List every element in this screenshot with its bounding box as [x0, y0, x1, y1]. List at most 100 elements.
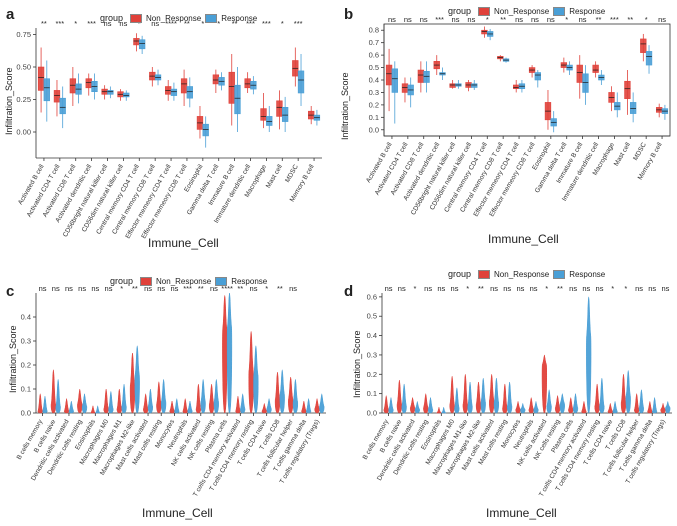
violin-shape [187, 400, 193, 414]
box-body [43, 78, 50, 102]
violin-shape [515, 401, 521, 414]
significance-label: ns [170, 284, 178, 293]
y-axis-label-c: Infiltration_Score [8, 325, 18, 393]
legend-title: group [448, 6, 472, 16]
legend-non-response: Non_Response [156, 276, 212, 286]
legend-non-response: Non_Response [146, 13, 202, 23]
violin-shape [383, 395, 389, 414]
violin-shape [612, 401, 618, 414]
significance-label: ns [467, 15, 475, 24]
violin-shape [520, 403, 526, 414]
violin-shape [638, 389, 645, 414]
box-body [645, 51, 653, 66]
significance-label: ns [569, 284, 577, 293]
x-tick-label: MDSC [284, 163, 300, 184]
significance-label: ns [596, 284, 604, 293]
legend-d: group Non_Response Response [448, 269, 605, 279]
box-body [481, 29, 488, 35]
violin-shape [174, 398, 180, 414]
violin-shape [42, 396, 48, 414]
y-tick-label: 0.1 [21, 385, 31, 394]
violin-shape [607, 403, 613, 414]
violin-shape [533, 401, 539, 414]
legend-a: group Non_Response Response [100, 13, 257, 23]
significance-label: ns [104, 19, 112, 28]
violin-shape [572, 393, 579, 414]
violin-shape [90, 405, 96, 414]
y-tick-label: 0.4 [21, 313, 31, 322]
violin-shape [240, 393, 246, 414]
significance-label: * [138, 19, 141, 28]
significance-label: ** [557, 284, 563, 293]
violin-shape [436, 407, 442, 414]
x-axis-label-c: Immune_Cell [142, 506, 213, 520]
box-body [228, 71, 235, 104]
significance-label: ** [237, 284, 243, 293]
violin-shape [665, 401, 671, 414]
panel-d: d group Non_Response Response 0.0 0.1 0.2 0… [338, 263, 677, 526]
y-tick-label: 0.8 [369, 26, 379, 35]
box-body [69, 78, 77, 94]
swatch-response [553, 6, 566, 16]
panel-c: c group Non_Response Response 0.0 0.1 0.2 0… [0, 263, 338, 526]
box-body [37, 66, 45, 91]
significance-label: ns [65, 284, 73, 293]
box-body [297, 70, 305, 94]
violin-shape [599, 378, 605, 414]
legend-response: Response [569, 6, 606, 16]
violin-shape [50, 369, 56, 414]
violin-shape [559, 393, 565, 414]
significance-label: ns [91, 284, 99, 293]
y-tick-label: 0.0 [21, 409, 31, 418]
x-axis-label-a: Immune_Cell [148, 236, 219, 250]
violin-shape [292, 379, 299, 414]
violin-shape [279, 369, 285, 414]
significance-label: * [466, 284, 469, 293]
violin-shape [182, 398, 188, 414]
violin-shape [195, 384, 201, 414]
violin-shape [156, 381, 162, 414]
violin-shape [161, 379, 167, 414]
significance-label: ns [404, 15, 412, 24]
box-body [53, 90, 61, 103]
significance-label: ** [232, 19, 238, 28]
box-body [244, 78, 251, 89]
significance-label: ns [579, 15, 587, 24]
violin-shape [77, 388, 83, 414]
significance-label: * [624, 284, 627, 293]
significance-label: ns [157, 284, 165, 293]
significance-label: ns [437, 284, 445, 293]
legend-non-response: Non_Response [494, 6, 550, 16]
x-axis-label-d: Immune_Cell [486, 506, 557, 520]
violin-shape [37, 393, 43, 414]
violin-shape [568, 397, 574, 414]
violin-shape [493, 378, 500, 414]
significance-label: ** [198, 284, 204, 293]
violin-shape [427, 397, 434, 414]
panel-b: b group Non_Response Response 0.0 0.1 0.2 0… [338, 0, 677, 263]
violin-shape [647, 401, 653, 414]
box-body [133, 38, 140, 46]
significance-label: ** [41, 19, 47, 28]
y-axis-label-a: Infiltration_Score [4, 67, 14, 135]
y-tick-label: 0.4 [369, 76, 379, 85]
box-body [513, 84, 520, 90]
significance-label: ns [648, 284, 656, 293]
significance-label: ns [105, 284, 113, 293]
violin-shape [147, 388, 154, 414]
significance-label: ** [596, 15, 602, 24]
significance-label: * [413, 284, 416, 293]
y-tick-label: 0.2 [21, 361, 31, 370]
violin-shape [546, 389, 552, 414]
box-body [385, 64, 393, 86]
box-body [640, 38, 647, 53]
legend-title: group [448, 269, 472, 279]
significance-label: ns [385, 284, 393, 293]
y-tick-label: 0.0 [369, 125, 379, 134]
panel-a: a group Non_Response Response 0.00 0.25 0.… [0, 0, 338, 263]
x-axis-label-b: Immune_Cell [488, 232, 559, 246]
significance-label: ns [515, 15, 523, 24]
swatch-response [215, 276, 228, 286]
y-tick-label: 0.5 [369, 63, 379, 72]
